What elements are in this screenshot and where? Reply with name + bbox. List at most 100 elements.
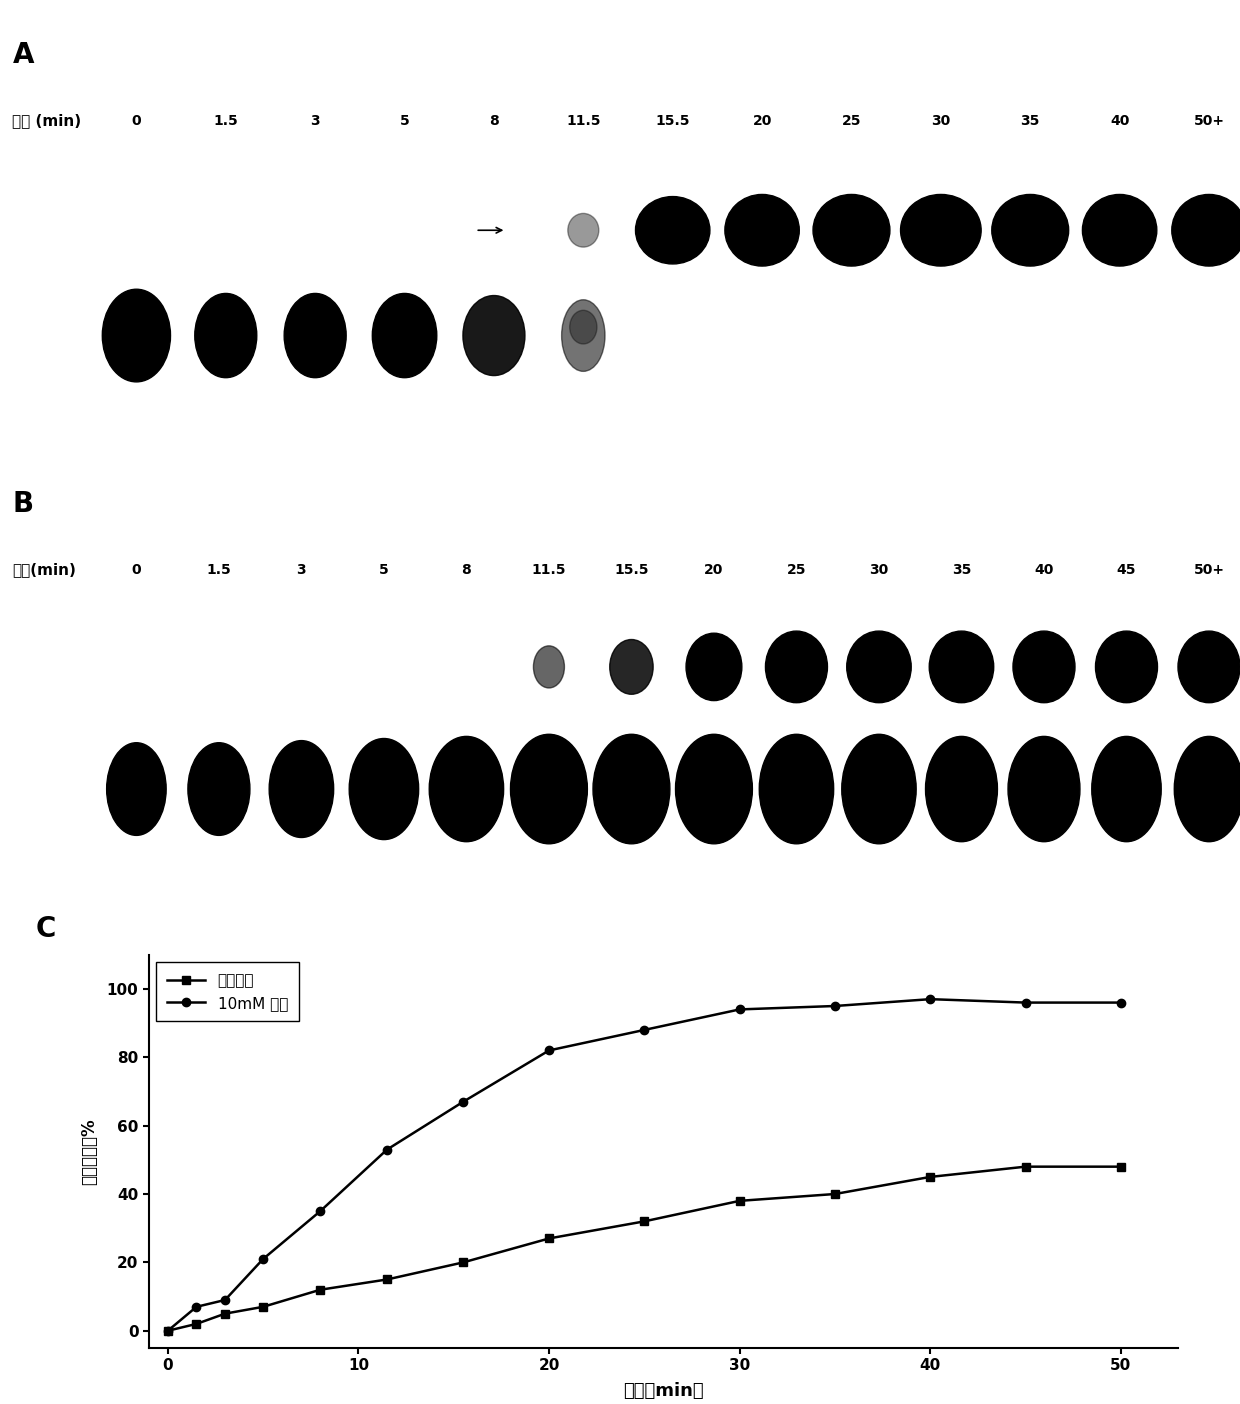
Ellipse shape — [569, 310, 596, 344]
Ellipse shape — [1008, 736, 1080, 841]
Ellipse shape — [676, 734, 753, 844]
Text: 25: 25 — [842, 114, 862, 128]
不加精胺 — [217, 1306, 232, 1323]
不加精胺 — [312, 1282, 327, 1299]
Line: 10mM 精胺: 10mM 精胺 — [164, 995, 1125, 1335]
Text: 11.5: 11.5 — [567, 114, 600, 128]
Text: C: C — [36, 915, 56, 943]
Ellipse shape — [725, 194, 800, 265]
Text: 5: 5 — [379, 563, 389, 577]
Ellipse shape — [1172, 194, 1240, 265]
Text: 25: 25 — [786, 563, 806, 577]
Ellipse shape — [765, 632, 827, 703]
Ellipse shape — [1178, 632, 1240, 703]
Text: 0: 0 — [131, 114, 141, 128]
Ellipse shape — [429, 736, 503, 841]
不加精胺 — [456, 1254, 471, 1271]
Ellipse shape — [107, 743, 166, 835]
不加精胺 — [1018, 1158, 1033, 1175]
10mM 精胺 — [637, 1022, 652, 1039]
Text: 50+: 50+ — [1193, 114, 1224, 128]
Ellipse shape — [925, 736, 997, 841]
Text: 30: 30 — [869, 563, 889, 577]
Text: 35: 35 — [952, 563, 971, 577]
Ellipse shape — [511, 734, 588, 844]
Text: 15.5: 15.5 — [656, 114, 689, 128]
Ellipse shape — [610, 639, 653, 695]
不加精胺 — [160, 1323, 175, 1339]
Text: 20: 20 — [753, 114, 771, 128]
Text: 8: 8 — [489, 114, 498, 128]
Ellipse shape — [929, 632, 993, 703]
Ellipse shape — [992, 194, 1069, 265]
10mM 精胺 — [188, 1299, 203, 1316]
Legend: 不加精胺, 10mM 精胺: 不加精胺, 10mM 精胺 — [156, 962, 299, 1021]
Ellipse shape — [533, 646, 564, 688]
Ellipse shape — [900, 194, 981, 265]
Text: 50+: 50+ — [1193, 563, 1225, 577]
Ellipse shape — [1013, 632, 1075, 703]
不加精胺 — [923, 1168, 937, 1185]
Text: 8: 8 — [461, 563, 471, 577]
Ellipse shape — [1083, 194, 1157, 265]
10mM 精胺 — [732, 1001, 746, 1018]
Ellipse shape — [188, 743, 250, 835]
Ellipse shape — [1095, 632, 1157, 703]
不加精胺 — [379, 1271, 394, 1287]
Text: 5: 5 — [399, 114, 409, 128]
Text: 15.5: 15.5 — [614, 563, 649, 577]
10mM 精胺 — [827, 998, 842, 1015]
Ellipse shape — [284, 293, 346, 378]
Text: A: A — [12, 41, 33, 69]
Text: 45: 45 — [1117, 563, 1136, 577]
不加精胺 — [188, 1316, 203, 1332]
Ellipse shape — [593, 734, 670, 844]
Ellipse shape — [842, 734, 916, 844]
Y-axis label: 转化百分率%: 转化百分率% — [81, 1118, 98, 1185]
不加精胺 — [637, 1213, 652, 1230]
Ellipse shape — [1091, 736, 1161, 841]
Ellipse shape — [269, 741, 334, 837]
不加精胺 — [542, 1230, 557, 1247]
Text: 11.5: 11.5 — [532, 563, 567, 577]
不加精胺 — [1114, 1158, 1128, 1175]
Ellipse shape — [635, 197, 709, 264]
Text: 30: 30 — [931, 114, 951, 128]
10mM 精胺 — [160, 1323, 175, 1339]
Text: 20: 20 — [704, 563, 724, 577]
X-axis label: 时间（min）: 时间（min） — [622, 1382, 704, 1400]
Ellipse shape — [372, 293, 436, 378]
Text: B: B — [12, 490, 33, 518]
10mM 精胺 — [255, 1251, 270, 1268]
Ellipse shape — [759, 734, 833, 844]
Text: 时间(min): 时间(min) — [12, 563, 77, 577]
Text: 35: 35 — [1021, 114, 1040, 128]
10mM 精胺 — [456, 1094, 471, 1111]
Text: 0: 0 — [131, 563, 141, 577]
10mM 精胺 — [1114, 994, 1128, 1011]
Text: 1.5: 1.5 — [213, 114, 238, 128]
Text: 1.5: 1.5 — [207, 563, 232, 577]
Ellipse shape — [813, 194, 890, 265]
Ellipse shape — [562, 300, 605, 371]
Ellipse shape — [568, 213, 599, 247]
Ellipse shape — [1174, 736, 1240, 841]
不加精胺 — [255, 1299, 270, 1316]
Ellipse shape — [686, 633, 742, 701]
10mM 精胺 — [312, 1203, 327, 1220]
10mM 精胺 — [923, 991, 937, 1008]
10mM 精胺 — [542, 1042, 557, 1059]
Text: 3: 3 — [296, 563, 306, 577]
Text: 40: 40 — [1034, 563, 1054, 577]
Line: 不加精胺: 不加精胺 — [164, 1163, 1125, 1335]
Ellipse shape — [847, 632, 911, 703]
Ellipse shape — [350, 739, 419, 840]
Text: 时间 (min): 时间 (min) — [12, 114, 82, 128]
不加精胺 — [732, 1192, 746, 1209]
10mM 精胺 — [1018, 994, 1033, 1011]
10mM 精胺 — [379, 1141, 394, 1158]
10mM 精胺 — [217, 1292, 232, 1309]
Text: 3: 3 — [310, 114, 320, 128]
Ellipse shape — [102, 289, 171, 382]
Ellipse shape — [463, 296, 525, 375]
